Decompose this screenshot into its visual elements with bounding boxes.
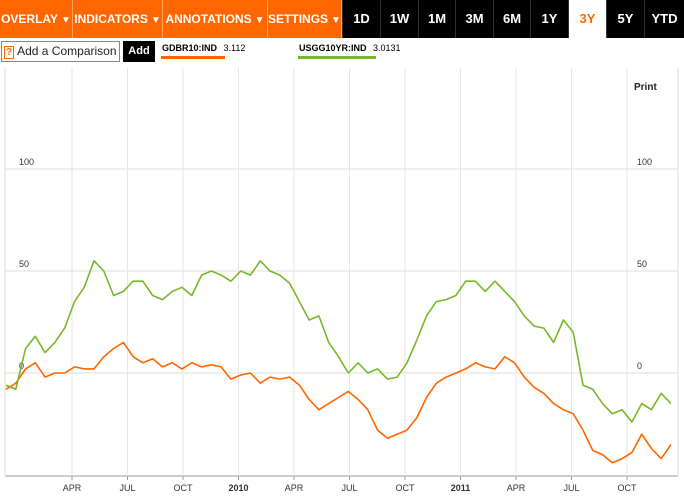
series-line-usgg10yr-ind bbox=[5, 259, 672, 423]
chevron-down-icon: ▼ bbox=[331, 15, 341, 26]
legend-value: 3.112 bbox=[223, 43, 246, 53]
overlay-menu[interactable]: OVERLAY ▼ bbox=[0, 0, 73, 38]
chevron-down-icon: ▼ bbox=[150, 15, 161, 26]
comparison-placeholder: Add a Comparison bbox=[17, 44, 117, 58]
range-5y-button[interactable]: 5Y bbox=[606, 0, 644, 38]
help-icon[interactable]: ? bbox=[4, 46, 15, 59]
range-3m-button[interactable]: 3M bbox=[455, 0, 493, 38]
y-tick-label-right: 0 bbox=[637, 361, 642, 371]
range-1d-button[interactable]: 1D bbox=[342, 0, 380, 38]
y-tick-label-left: 50 bbox=[19, 259, 29, 269]
chart-toolbar: OVERLAY ▼ INDICATORS ▼ ANNOTATIONS ▼ SETTIN… bbox=[0, 0, 684, 38]
chevron-down-icon: ▼ bbox=[61, 15, 71, 26]
x-tick-label: JUL bbox=[563, 483, 579, 493]
x-tick-label: APR bbox=[285, 483, 304, 493]
y-tick-label-right: 100 bbox=[637, 157, 652, 167]
range-1m-button[interactable]: 1M bbox=[418, 0, 455, 38]
series-line-gdbr10-ind bbox=[5, 341, 672, 464]
x-tick-label: OCT bbox=[618, 483, 638, 493]
x-tick-label: APR bbox=[63, 483, 82, 493]
y-tick-label-left: 100 bbox=[19, 157, 34, 167]
chevron-down-icon: ▼ bbox=[254, 15, 265, 26]
x-tick-label: 2011 bbox=[451, 483, 471, 493]
x-tick-label: APR bbox=[507, 483, 526, 493]
x-tick-label: JUL bbox=[341, 483, 357, 493]
x-axis-labels: APR JUL OCT 2010 APR JUL OCT 2011 APR JUL OCT bbox=[63, 483, 637, 493]
y-tick-label-right: 50 bbox=[637, 259, 647, 269]
settings-menu[interactable]: SETTINGS ▼ bbox=[268, 0, 342, 38]
add-button[interactable]: Add bbox=[123, 41, 155, 62]
legend-swatch-gdbr10 bbox=[161, 56, 225, 59]
indicators-menu[interactable]: INDICATORS ▼ bbox=[73, 0, 163, 38]
comparison-bar: ? Add a Comparison Add GDBR10:IND 3.112 U… bbox=[0, 40, 684, 64]
legend-ticker: USGG10YR:IND bbox=[299, 43, 367, 53]
x-tick-label: 2010 bbox=[228, 483, 248, 493]
x-tick-label: OCT bbox=[174, 483, 194, 493]
chart-grid bbox=[4, 68, 679, 480]
legend-ticker: GDBR10:IND bbox=[162, 43, 218, 53]
range-1y-button[interactable]: 1Y bbox=[530, 0, 568, 38]
x-tick-label: OCT bbox=[396, 483, 416, 493]
legend-item-gdbr10: GDBR10:IND 3.112 bbox=[162, 43, 245, 53]
legend-swatch-usgg10yr bbox=[298, 56, 376, 59]
print-link[interactable]: Print bbox=[634, 82, 657, 93]
series-lines bbox=[5, 259, 672, 464]
add-comparison-input[interactable]: ? Add a Comparison bbox=[1, 41, 120, 62]
range-6m-button[interactable]: 6M bbox=[493, 0, 530, 38]
annotations-menu[interactable]: ANNOTATIONS ▼ bbox=[163, 0, 268, 38]
range-3y-button[interactable]: 3Y bbox=[568, 0, 606, 38]
x-tick-label: JUL bbox=[119, 483, 135, 493]
range-ytd-button[interactable]: YTD bbox=[644, 0, 684, 38]
legend-value: 3.0131 bbox=[373, 43, 401, 53]
legend-item-usgg10yr: USGG10YR:IND 3.0131 bbox=[299, 43, 401, 53]
range-1w-button[interactable]: 1W bbox=[380, 0, 418, 38]
